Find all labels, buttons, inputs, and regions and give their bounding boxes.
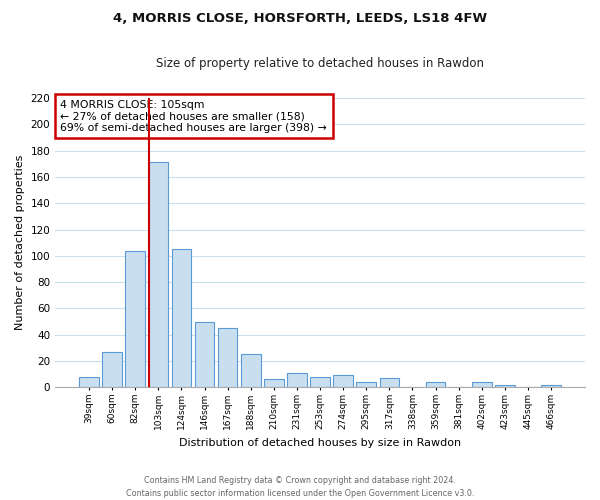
Bar [103, 352, 122, 387]
X-axis label: Distribution of detached houses by size in Rawdon: Distribution of detached houses by size … [179, 438, 461, 448]
Bar [287, 373, 307, 387]
Bar [264, 380, 284, 387]
Bar [218, 328, 238, 387]
Text: 4, MORRIS CLOSE, HORSFORTH, LEEDS, LS18 4FW: 4, MORRIS CLOSE, HORSFORTH, LEEDS, LS18 … [113, 12, 487, 26]
Bar [310, 376, 330, 387]
Bar [241, 354, 260, 387]
Bar [149, 162, 168, 387]
Y-axis label: Number of detached properties: Number of detached properties [15, 155, 25, 330]
Bar [79, 376, 99, 387]
Bar [541, 384, 561, 387]
Text: 4 MORRIS CLOSE: 105sqm
← 27% of detached houses are smaller (158)
69% of semi-de: 4 MORRIS CLOSE: 105sqm ← 27% of detached… [61, 100, 327, 132]
Bar [495, 384, 515, 387]
Bar [195, 322, 214, 387]
Bar [380, 378, 399, 387]
Title: Size of property relative to detached houses in Rawdon: Size of property relative to detached ho… [156, 58, 484, 70]
Text: Contains HM Land Registry data © Crown copyright and database right 2024.
Contai: Contains HM Land Registry data © Crown c… [126, 476, 474, 498]
Bar [472, 382, 491, 387]
Bar [356, 382, 376, 387]
Bar [334, 376, 353, 387]
Bar [172, 249, 191, 387]
Bar [426, 382, 445, 387]
Bar [125, 250, 145, 387]
